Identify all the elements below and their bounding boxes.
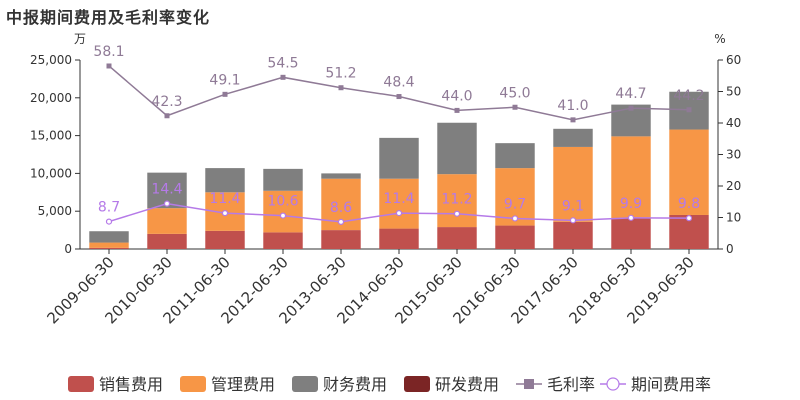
line-point: [337, 218, 345, 226]
data-label: 11.2: [441, 192, 472, 208]
bar-segment: [669, 129, 709, 215]
bar-segment: [89, 247, 129, 249]
left-tick-label: 5,000: [38, 204, 72, 218]
data-label: 58.1: [93, 44, 124, 60]
right-tick-label: 10: [726, 211, 741, 225]
bar-segment: [379, 178, 419, 229]
bar-segment: [205, 168, 245, 193]
left-tick-label: 15,000: [30, 129, 72, 143]
bar-segment: [89, 231, 129, 243]
line-point: [685, 215, 693, 222]
legend-label: 毛利率: [547, 375, 595, 394]
line-point: [105, 218, 113, 225]
data-label: 11.4: [209, 191, 240, 207]
legend-swatch: [180, 376, 206, 392]
line-point: [569, 217, 577, 224]
data-label: 9.8: [678, 196, 700, 212]
bar-segment: [263, 232, 303, 249]
right-tick-label: 50: [726, 85, 741, 99]
bar-segment: [437, 227, 477, 249]
left-tick-label: 0: [64, 242, 72, 256]
right-axis-unit: %: [714, 32, 725, 46]
bar-segment: [89, 242, 129, 248]
bar-segment: [553, 128, 593, 147]
legend-marker: [606, 377, 620, 391]
data-label: 44.2: [673, 88, 704, 104]
data-label: 42.3: [151, 94, 182, 110]
line-point: [453, 210, 461, 217]
line-point: [338, 85, 344, 91]
bar-segment: [379, 228, 419, 249]
line-point: [395, 209, 403, 217]
line-point: [106, 63, 112, 69]
line-point: [511, 215, 519, 222]
data-label: 49.1: [209, 72, 240, 88]
bar-segment: [611, 218, 651, 249]
line-point: [686, 107, 692, 113]
legend-swatch: [68, 376, 94, 392]
bar-segment: [147, 233, 187, 249]
left-tick-label: 10,000: [30, 166, 72, 180]
line-point: [396, 94, 402, 100]
line-point: [570, 117, 576, 123]
chart-title: 中报期间费用及毛利率变化: [6, 8, 211, 27]
data-label: 44.7: [615, 86, 646, 102]
bar-segment: [147, 208, 187, 234]
data-label: 41.0: [557, 98, 588, 114]
legend-swatch: [292, 376, 318, 392]
legend-label: 财务费用: [323, 375, 387, 394]
data-label: 11.4: [383, 191, 414, 207]
data-label: 48.4: [383, 75, 414, 91]
data-label: 51.2: [325, 66, 356, 82]
data-label: 44.0: [441, 88, 472, 104]
bar-segment: [263, 190, 303, 233]
right-tick-label: 40: [726, 116, 741, 130]
bar-segment: [495, 225, 535, 249]
right-tick-label: 0: [726, 242, 734, 256]
data-label: 9.9: [620, 196, 642, 212]
left-tick-label: 25,000: [30, 53, 72, 67]
line-point: [628, 105, 634, 111]
line-point: [280, 74, 286, 80]
legend-marker: [524, 379, 534, 389]
line-point: [163, 200, 171, 207]
bar-segment: [379, 137, 419, 179]
data-label: 54.5: [267, 55, 298, 71]
bar-segment: [437, 174, 477, 228]
right-tick-label: 30: [726, 148, 741, 162]
line-point: [512, 104, 518, 110]
bar-segment: [321, 173, 361, 179]
line-point: [454, 107, 460, 113]
data-label: 10.6: [267, 194, 298, 210]
data-label: 14.4: [151, 182, 182, 198]
right-tick-label: 60: [726, 53, 741, 67]
data-label: 9.1: [562, 198, 584, 214]
right-tick-label: 20: [726, 179, 741, 193]
bar-segment: [437, 122, 477, 175]
bar-segment: [263, 168, 303, 191]
left-tick-label: 20,000: [30, 91, 72, 105]
line-point: [164, 113, 170, 119]
legend-label: 管理费用: [211, 375, 275, 394]
bar-segment: [205, 230, 245, 249]
data-label: 8.7: [98, 200, 120, 216]
line-point: [279, 212, 287, 219]
legend-label: 期间费用率: [631, 375, 711, 394]
legend-swatch: [404, 376, 430, 392]
bar-segment: [553, 146, 593, 222]
data-label: 9.7: [504, 196, 526, 212]
data-label: 8.6: [330, 200, 352, 216]
line-point: [627, 214, 635, 221]
line-point: [222, 91, 228, 97]
data-label: 45.0: [499, 85, 530, 101]
legend-label: 销售费用: [99, 375, 163, 394]
line-point: [221, 209, 229, 217]
bar-segment: [553, 221, 593, 249]
legend-label: 研发费用: [435, 375, 499, 394]
left-axis-unit: 万: [74, 32, 86, 46]
bar-segment: [321, 230, 361, 249]
bar-segment: [611, 136, 651, 219]
bar-segment: [495, 143, 535, 169]
